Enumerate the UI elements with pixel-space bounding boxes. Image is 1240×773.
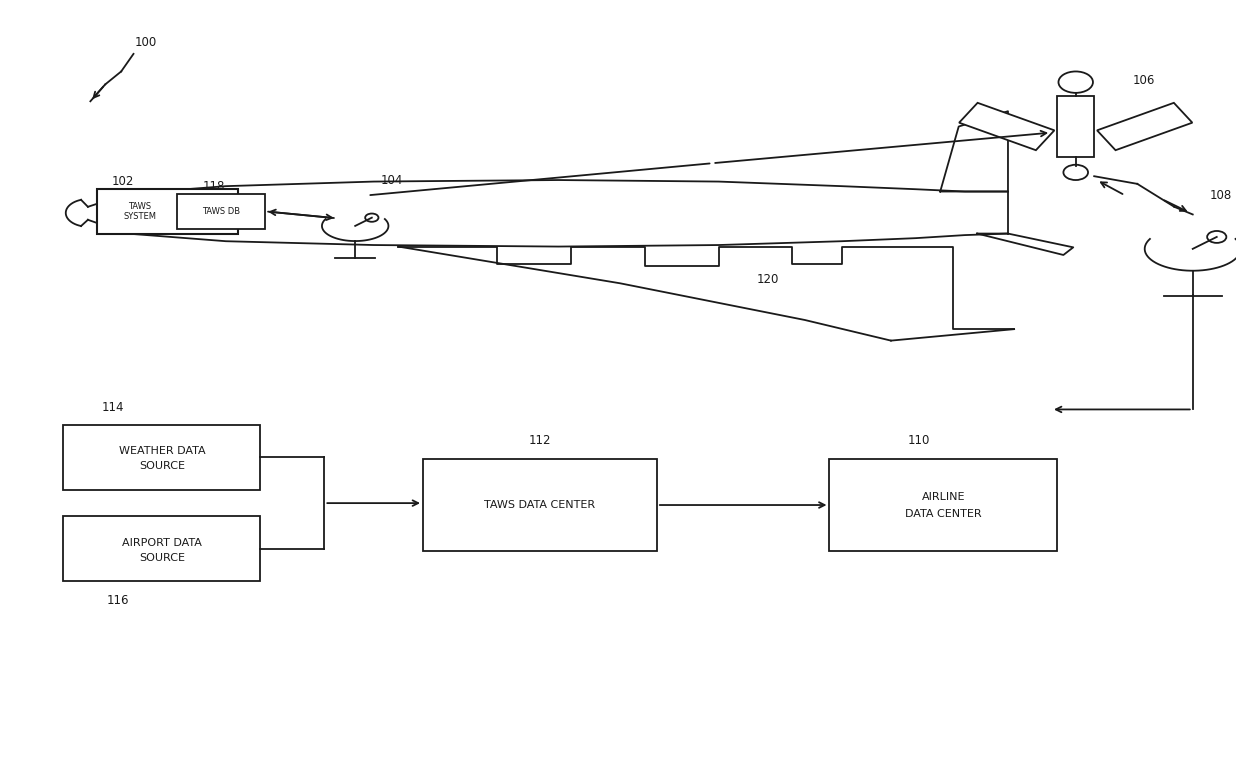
FancyBboxPatch shape <box>1058 96 1094 157</box>
Bar <box>959 103 1054 150</box>
Text: 100: 100 <box>135 36 157 49</box>
FancyBboxPatch shape <box>830 459 1058 551</box>
Text: TAWS
SYSTEM: TAWS SYSTEM <box>123 202 156 221</box>
Text: WEATHER DATA: WEATHER DATA <box>119 446 205 456</box>
Text: 106: 106 <box>1132 74 1154 87</box>
Text: 120: 120 <box>756 273 779 286</box>
Text: 112: 112 <box>528 434 552 447</box>
Polygon shape <box>398 247 1014 341</box>
FancyBboxPatch shape <box>97 189 238 233</box>
Text: 102: 102 <box>112 175 134 188</box>
FancyBboxPatch shape <box>63 424 260 490</box>
Bar <box>1097 103 1193 150</box>
Text: SOURCE: SOURCE <box>139 553 185 564</box>
Text: 104: 104 <box>381 174 403 186</box>
Text: 114: 114 <box>102 401 124 414</box>
Text: 118: 118 <box>202 179 224 192</box>
Text: AIRLINE: AIRLINE <box>921 492 965 502</box>
Text: DATA CENTER: DATA CENTER <box>905 509 982 519</box>
FancyBboxPatch shape <box>176 194 265 229</box>
Text: TAWS DB: TAWS DB <box>202 207 241 216</box>
FancyBboxPatch shape <box>63 516 260 581</box>
FancyBboxPatch shape <box>423 459 657 551</box>
Text: SOURCE: SOURCE <box>139 461 185 472</box>
Text: 116: 116 <box>107 594 129 607</box>
Text: 110: 110 <box>908 434 930 447</box>
Text: TAWS DATA CENTER: TAWS DATA CENTER <box>485 500 595 510</box>
Text: 108: 108 <box>1210 189 1233 202</box>
Text: AIRPORT DATA: AIRPORT DATA <box>122 538 202 548</box>
